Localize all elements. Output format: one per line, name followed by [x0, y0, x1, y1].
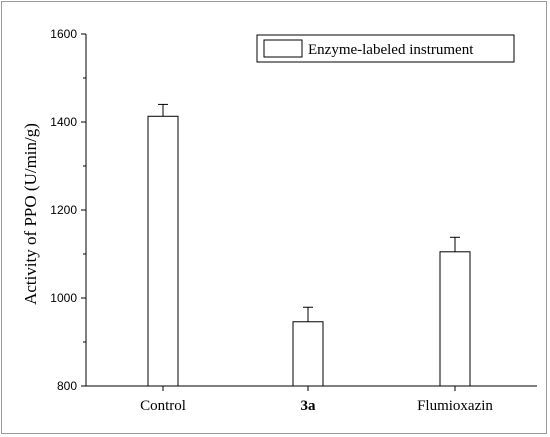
y-tick-label-800: 800: [57, 379, 77, 393]
x-tick-label-control: Control: [140, 398, 186, 414]
y-axis-label: Activity of PPO (U/min/g): [21, 123, 40, 305]
bars-group: [147, 103, 471, 387]
y-tick-label-1400: 1400: [50, 115, 77, 129]
bar-3a: [292, 321, 324, 387]
y-tick-label-1600: 1600: [50, 27, 77, 41]
x-ticks-group: Control 3a Flumioxazin: [140, 386, 493, 414]
bar-control: [147, 115, 179, 387]
y-tick-label-1000: 1000: [50, 291, 77, 305]
x-tick-label-3a: 3a: [301, 398, 317, 414]
x-tick-label-flumioxazin: Flumioxazin: [417, 398, 493, 414]
legend-label: Enzyme-labeled instrument: [308, 42, 474, 58]
legend: Enzyme-labeled instrument: [256, 34, 515, 63]
bar-flumioxazin: [439, 251, 471, 387]
legend-swatch: [263, 39, 303, 58]
y-ticks-group: 800 1000 1200 1400 1600: [50, 27, 86, 393]
y-tick-label-1200: 1200: [50, 203, 77, 217]
